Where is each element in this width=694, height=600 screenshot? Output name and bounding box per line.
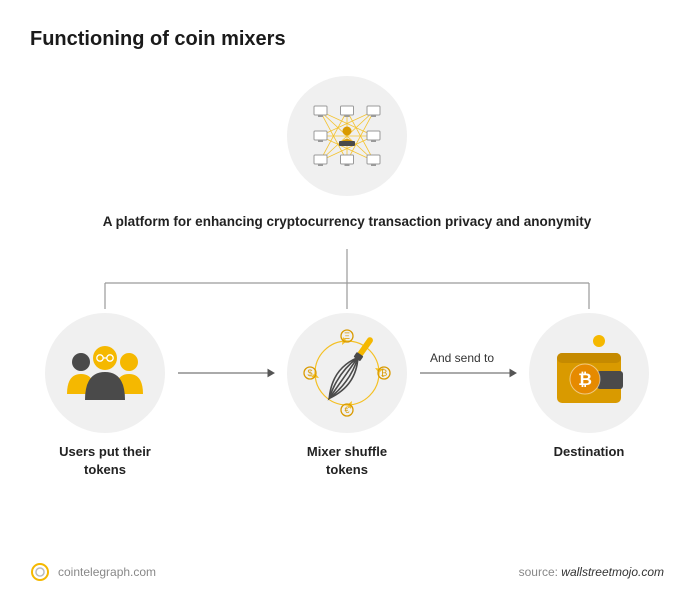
svg-text:₿: ₿	[578, 370, 592, 389]
node-mixer: Ξ ₿ € $	[287, 313, 407, 433]
svg-text:Ξ: Ξ	[344, 331, 350, 341]
node-users	[45, 313, 165, 433]
footer-source: source: wallstreetmojo.com	[519, 565, 664, 579]
platform-subtitle: A platform for enhancing cryptocurrency …	[30, 214, 664, 229]
diagram-stage: A platform for enhancing cryptocurrency …	[30, 51, 664, 511]
arrow-label-send: And send to	[430, 351, 494, 365]
mixer-caption: Mixer shuffletokens	[287, 443, 407, 478]
svg-text:₿: ₿	[381, 368, 388, 378]
footer-source-name: wallstreetmojo.com	[561, 565, 664, 579]
whisk-mixer-icon: Ξ ₿ € $	[292, 318, 402, 428]
node-platform	[287, 76, 407, 196]
footer: cointelegraph.com source: wallstreetmojo…	[30, 562, 664, 582]
footer-brand-text: cointelegraph.com	[58, 565, 156, 579]
destination-caption: Destination	[529, 443, 649, 461]
wallet-destination-icon: ₿	[539, 323, 639, 423]
node-destination: ₿	[529, 313, 649, 433]
svg-text:$: $	[307, 368, 312, 378]
users-caption: Users put theirtokens	[45, 443, 165, 478]
page-title: Functioning of coin mixers	[30, 28, 664, 51]
footer-brand: cointelegraph.com	[30, 562, 156, 582]
platform-network-icon	[302, 91, 392, 181]
cointelegraph-logo-icon	[30, 562, 50, 582]
footer-source-prefix: source:	[519, 565, 562, 579]
users-group-icon	[55, 328, 155, 418]
svg-text:€: €	[344, 405, 349, 415]
